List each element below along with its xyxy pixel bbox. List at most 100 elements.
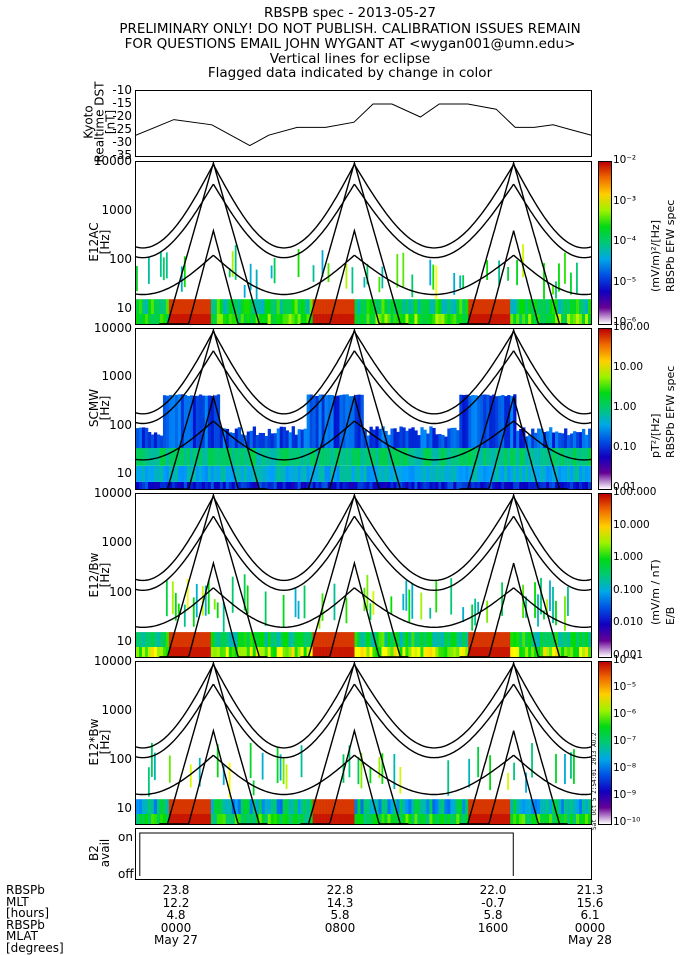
spec-cell xyxy=(147,481,152,489)
b2-off-tick: off xyxy=(118,867,134,881)
spec-cell xyxy=(429,799,433,814)
spec-cell xyxy=(351,299,355,314)
spec-cell xyxy=(402,646,406,657)
spec-cell xyxy=(192,814,197,824)
spec-cell xyxy=(192,314,197,324)
spec-cell xyxy=(168,755,171,783)
spec-cell xyxy=(330,646,334,657)
spec-cell xyxy=(558,465,562,482)
spec-cell xyxy=(369,465,373,482)
spec-cell xyxy=(489,395,493,448)
spec-cell xyxy=(492,314,496,324)
spec-cell xyxy=(171,632,176,647)
spectrogram-panel xyxy=(135,661,592,825)
spec-cell xyxy=(585,646,589,657)
characteristic-curves xyxy=(136,329,591,489)
spec-cell xyxy=(405,580,408,611)
spec-cell xyxy=(468,814,472,824)
spec-cell xyxy=(204,299,209,314)
spec-cell xyxy=(261,448,266,466)
spec-cell xyxy=(138,646,143,657)
spec-cell xyxy=(579,799,583,814)
spec-cell xyxy=(531,428,535,449)
spec-cell xyxy=(477,481,481,489)
spec-cell xyxy=(237,646,242,657)
spec-cell xyxy=(261,646,266,657)
freq-ytick: 100 xyxy=(109,584,132,599)
spec-cell xyxy=(282,314,286,324)
spec-cell xyxy=(477,799,481,814)
spec-cell xyxy=(531,299,535,314)
spec-cell xyxy=(564,428,568,449)
spec-cell xyxy=(522,299,526,314)
spec-cell xyxy=(309,814,313,824)
spec-cell xyxy=(567,314,571,324)
spec-cell xyxy=(396,431,400,448)
spec-cell xyxy=(525,799,529,814)
spec-cell xyxy=(303,646,307,657)
spec-cell xyxy=(249,481,254,489)
spec-cell xyxy=(339,814,343,824)
footer-value: 14.3 xyxy=(326,895,354,910)
spec-cell xyxy=(576,632,580,647)
spec-cell xyxy=(360,814,364,824)
spec-cell xyxy=(378,465,382,482)
spec-cell xyxy=(237,299,242,314)
spec-cell xyxy=(522,244,524,278)
spec-cell xyxy=(279,754,282,781)
spec-cell xyxy=(477,632,481,647)
spec-cell xyxy=(321,314,325,324)
spec-cell xyxy=(381,465,385,482)
spec-cell xyxy=(243,284,246,298)
spec-cell xyxy=(216,448,221,466)
arch-curve xyxy=(353,183,515,259)
edge-arch-curve xyxy=(136,183,214,259)
spec-cell xyxy=(136,465,140,482)
spec-cell xyxy=(576,465,580,482)
characteristic-curves xyxy=(136,162,591,324)
spec-cell xyxy=(462,632,466,647)
spec-cell xyxy=(381,481,385,489)
spectrogram-cells xyxy=(136,574,591,657)
spec-cell xyxy=(354,465,358,482)
freq-ytick: 10 xyxy=(116,301,132,316)
spec-cell xyxy=(465,814,469,824)
spec-cell xyxy=(312,265,315,282)
colorbar-tick: 100.000 xyxy=(613,486,657,498)
spec-cell xyxy=(261,465,266,482)
spec-cell xyxy=(447,428,451,448)
spec-cell xyxy=(429,426,433,449)
spec-cell xyxy=(216,481,221,489)
spec-cell xyxy=(294,434,298,448)
spec-cell xyxy=(177,448,182,466)
spec-cell xyxy=(150,632,155,647)
spec-cell xyxy=(486,814,490,824)
spec-cell xyxy=(213,481,218,489)
spec-cell xyxy=(375,448,379,466)
spec-cell xyxy=(156,799,161,814)
spec-cell xyxy=(564,646,568,657)
spec-cell xyxy=(567,435,571,448)
spec-cell xyxy=(468,314,472,324)
colorbar-tick: 10⁻⁵ xyxy=(613,681,637,693)
spec-cell xyxy=(321,465,325,482)
spec-cell xyxy=(507,448,511,466)
spec-cell xyxy=(489,632,493,647)
spec-cell xyxy=(330,632,334,647)
spec-cell xyxy=(216,299,221,314)
spec-cell xyxy=(390,465,394,482)
spec-cell xyxy=(243,448,248,466)
spec-cell xyxy=(207,646,212,657)
spec-cell xyxy=(219,465,224,482)
spec-cell xyxy=(489,299,493,314)
spec-cell xyxy=(294,448,298,466)
spec-cell xyxy=(252,426,257,448)
spec-cell xyxy=(261,299,266,314)
spec-cell xyxy=(225,799,230,814)
spec-cell xyxy=(411,427,415,448)
arch-curve xyxy=(212,254,355,296)
spike-curve-lower xyxy=(159,227,268,324)
spec-cell xyxy=(519,814,523,824)
spec-cell xyxy=(261,433,266,449)
spec-cell xyxy=(549,580,551,611)
